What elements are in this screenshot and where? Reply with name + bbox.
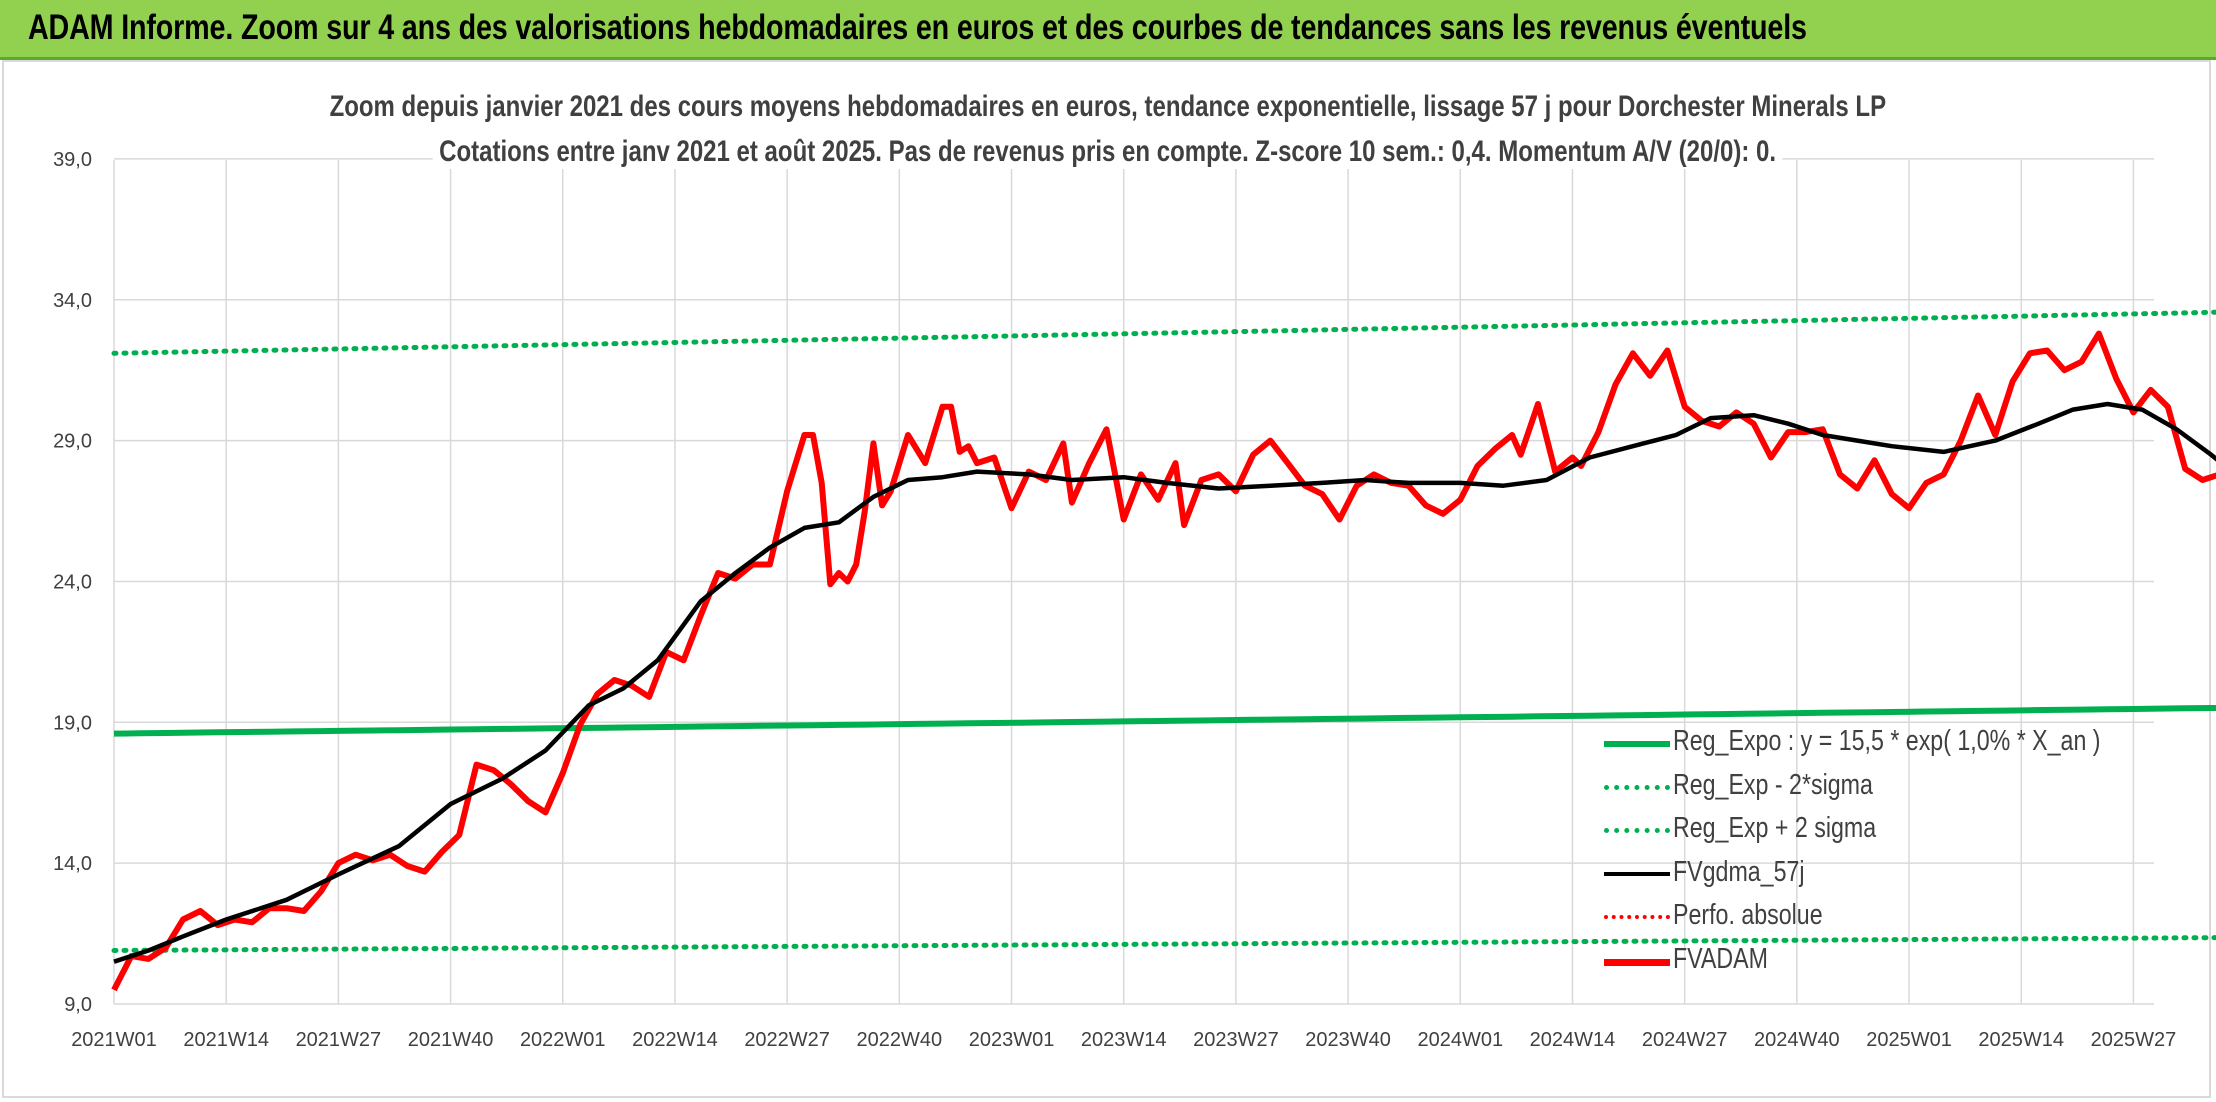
y-tick-label: 34,0 (53, 290, 92, 312)
legend-item: FVADAM (1600, 939, 2120, 983)
legend-label: Perfo. absolue (1673, 899, 1823, 931)
legend-item: Reg_Exp - 2*sigma (1600, 765, 2120, 809)
legend-swatch (1604, 871, 1670, 876)
y-tick-label: 19,0 (53, 712, 92, 734)
x-tick-label: 2021W14 (183, 1029, 269, 1051)
chart-frame (2, 60, 2211, 1098)
x-tick-label: 2024W40 (1754, 1029, 1840, 1051)
legend-item: Reg_Exp + 2 sigma (1600, 808, 2120, 852)
x-tick-label: 2021W01 (71, 1029, 157, 1051)
x-tick-label: 2023W27 (1193, 1029, 1279, 1051)
chart-subtitle: Cotations entre janv 2021 et août 2025. … (0, 135, 2216, 169)
x-tick-label: 2021W40 (408, 1029, 494, 1051)
x-tick-label: 2024W14 (1530, 1029, 1616, 1051)
x-tick-label: 2025W14 (1978, 1029, 2064, 1051)
y-tick-label: 29,0 (53, 431, 92, 453)
legend-item: Reg_Expo : y = 15,5 * exp( 1,0% * X_an ) (1600, 721, 2120, 765)
x-tick-label: 2023W14 (1081, 1029, 1167, 1051)
legend-label: FVADAM (1673, 942, 1768, 975)
series-line-fvgdma-57j (113, 401, 2216, 964)
y-tick-label: 39,0 (53, 149, 92, 171)
x-tick-label: 2021W27 (296, 1029, 382, 1051)
chart-title: Zoom depuis janvier 2021 des cours moyen… (0, 90, 2216, 124)
series-line-reg-expo (113, 704, 2216, 737)
legend-item: Perfo. absolue (1600, 895, 2120, 939)
x-tick-label: 2022W14 (632, 1029, 718, 1051)
x-tick-label: 2022W01 (520, 1029, 606, 1051)
report-banner: ADAM Informe. Zoom sur 4 ans des valoris… (0, 0, 2216, 60)
chart-subtitle-text: Cotations entre janv 2021 et août 2025. … (433, 135, 1783, 169)
legend-swatch (1604, 915, 1670, 919)
legend-swatch (1604, 741, 1670, 747)
report-title: ADAM Informe. Zoom sur 4 ans des valoris… (28, 8, 1807, 47)
legend-item: FVgdma_57j (1600, 852, 2120, 896)
legend-label: Reg_Exp + 2 sigma (1673, 812, 1877, 844)
x-tick-label: 2022W40 (857, 1029, 943, 1051)
legend-swatch (1604, 958, 1670, 966)
legend-swatch (1604, 828, 1670, 833)
y-tick-label: 9,0 (64, 994, 92, 1016)
x-tick-label: 2023W01 (969, 1029, 1055, 1051)
x-tick-label: 2025W27 (2091, 1029, 2177, 1051)
x-tick-label: 2024W27 (1642, 1029, 1728, 1051)
x-tick-label: 2024W01 (1417, 1029, 1503, 1051)
legend-swatch (1604, 784, 1670, 790)
series-line-fvadam (111, 330, 2216, 992)
series-line-reg-plus-2sigma (111, 309, 2216, 356)
x-tick-label: 2025W01 (1866, 1029, 1952, 1051)
y-tick-label: 14,0 (53, 853, 92, 875)
chart-title-text: Zoom depuis janvier 2021 des cours moyen… (323, 90, 1893, 124)
series-line-reg-minus-2sigma (111, 935, 2216, 953)
y-tick-label: 24,0 (53, 571, 92, 593)
x-tick-label: 2022W27 (744, 1029, 830, 1051)
legend-label: FVgdma_57j (1673, 855, 1805, 888)
x-tick-label: 2023W40 (1305, 1029, 1391, 1051)
chart-legend: Reg_Expo : y = 15,5 * exp( 1,0% * X_an )… (1600, 721, 2120, 982)
legend-label: Reg_Expo : y = 15,5 * exp( 1,0% * X_an ) (1673, 725, 2101, 757)
legend-label: Reg_Exp - 2*sigma (1673, 768, 1873, 801)
